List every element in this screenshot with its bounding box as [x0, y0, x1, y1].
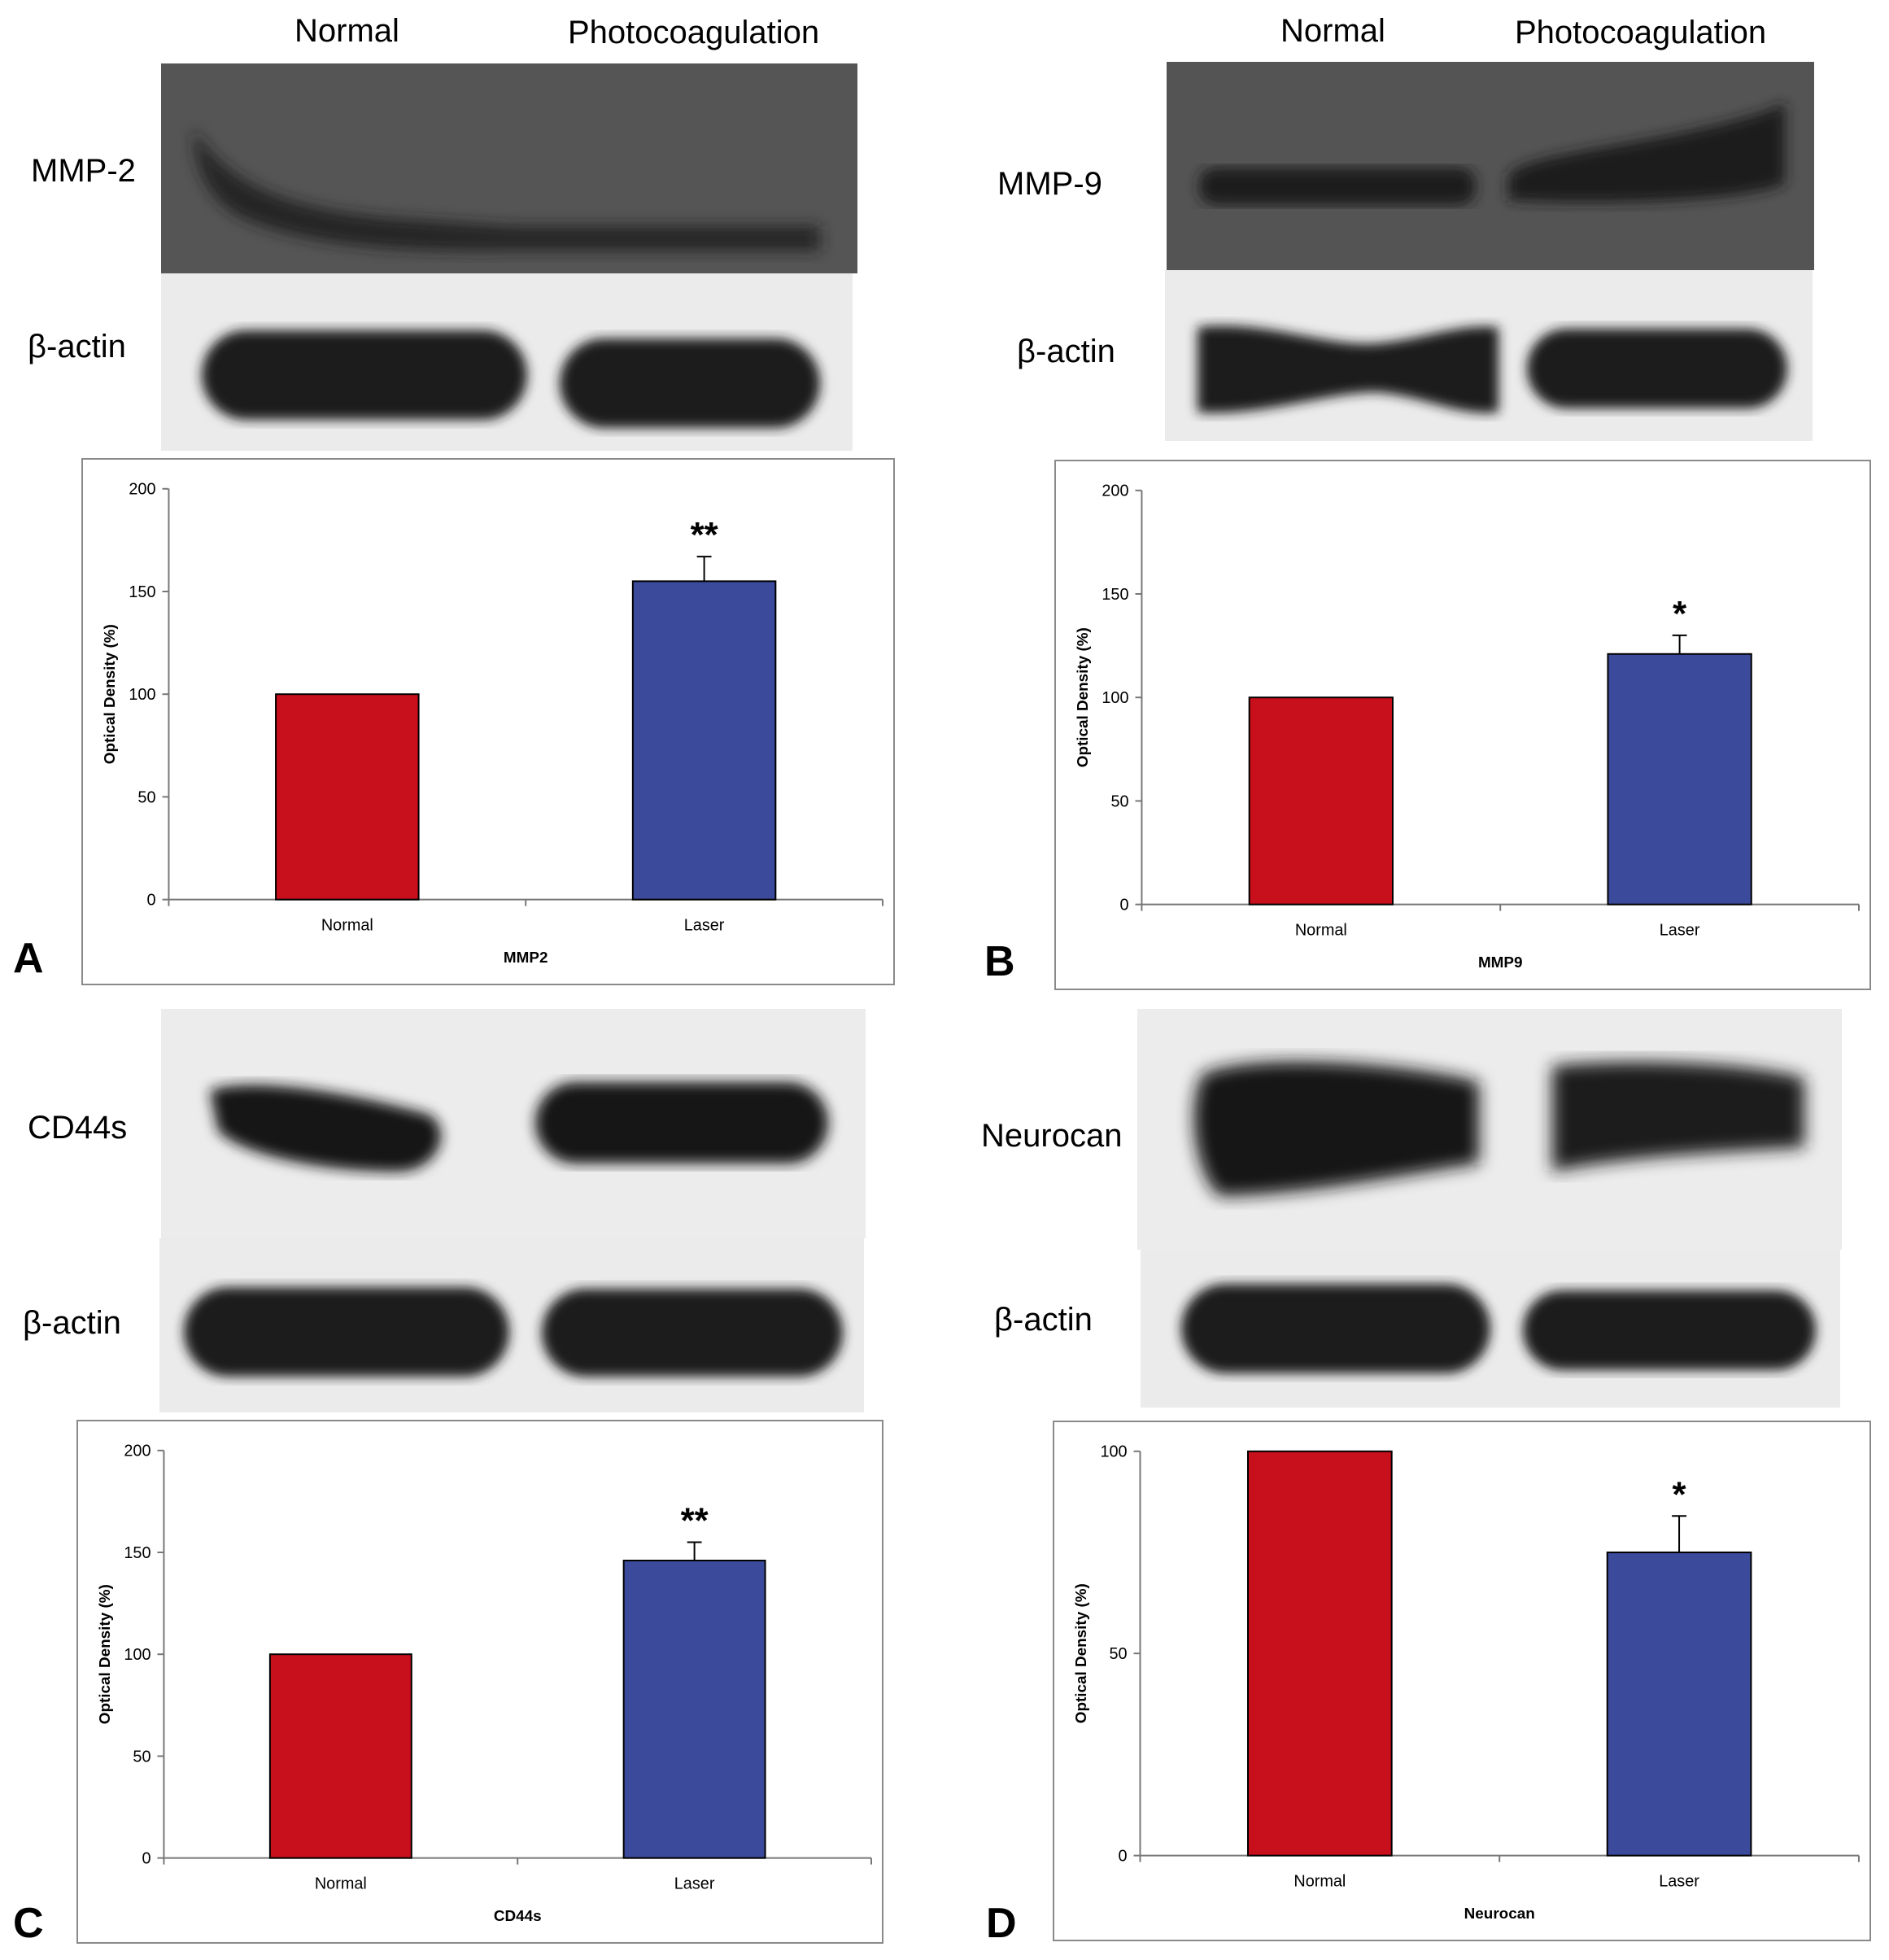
x-tick-label: Normal — [1294, 1872, 1346, 1890]
neurocan-chart: 0 50 100 Normal * Laser Neurocan Optical Densit… — [1053, 1421, 1871, 1941]
mmp2-actin-blot-image — [161, 273, 853, 451]
y-tick-label: 150 — [124, 1544, 151, 1562]
significance-marker: ** — [691, 515, 718, 555]
cd44s-actin-row-label: β-actin — [23, 1305, 121, 1341]
y-tick-label: 200 — [129, 481, 155, 499]
y-tick-label: 100 — [124, 1646, 151, 1664]
panel-letter-a: A — [13, 935, 44, 982]
mmp9-chart: 0 50 100 150 200 Normal * Laser MMP9 Optical Dens… — [1054, 460, 1871, 990]
y-tick-label: 50 — [1109, 1645, 1127, 1663]
y-tick-label: 50 — [1110, 792, 1128, 810]
y-tick-label: 200 — [124, 1443, 151, 1460]
y-tick-label: 150 — [1102, 586, 1128, 604]
x-axis-title: Neurocan — [1464, 1905, 1535, 1923]
y-tick-label: 0 — [1119, 1848, 1128, 1866]
x-tick-label: Laser — [674, 1875, 715, 1892]
y-tick-label: 50 — [137, 788, 155, 806]
mmp2-actin-row-label: β-actin — [28, 329, 126, 364]
x-tick-label: Laser — [1660, 921, 1700, 939]
y-tick-label: 100 — [1100, 1443, 1127, 1461]
y-tick-label: 200 — [1102, 482, 1128, 500]
bar-normal — [1248, 696, 1394, 906]
bar-laser — [622, 1560, 766, 1859]
x-tick-label: Normal — [315, 1875, 367, 1892]
y-tick-label: 0 — [142, 1850, 151, 1868]
x-tick-label: Laser — [1659, 1872, 1699, 1890]
bar-laser — [631, 580, 777, 901]
lane-header-photocoagulation: Photocoagulation — [1515, 15, 1767, 50]
y-axis-title: Optical Density (%) — [102, 624, 119, 764]
mmp9-actin-row-label: β-actin — [1017, 334, 1115, 369]
x-axis-title: CD44s — [494, 1908, 542, 1925]
mmp9-row-label: MMP-9 — [997, 166, 1102, 202]
significance-marker: * — [1673, 594, 1686, 634]
mmp2-chart-svg: 0 50 100 150 200 Normal ** Laser MMP2 Optical Den… — [102, 481, 883, 967]
lane-header-normal: Normal — [294, 13, 399, 49]
y-tick-label: 100 — [129, 686, 155, 704]
neurocan-actin-blot-image — [1141, 1250, 1840, 1408]
y-tick-label: 150 — [129, 583, 155, 601]
cd44s-chart-svg: 0 50 100 150 200 Normal ** Laser CD44s Optical De… — [97, 1443, 872, 1925]
x-tick-label: Normal — [321, 916, 373, 934]
x-axis-title: MMP2 — [504, 949, 548, 967]
lane-header-normal: Normal — [1280, 13, 1385, 49]
neurocan-actin-row-label: β-actin — [994, 1302, 1093, 1338]
neurocan-row-label: Neurocan — [981, 1118, 1123, 1154]
bar-normal — [1247, 1450, 1393, 1857]
mmp2-chart: 0 50 100 150 200 Normal ** Laser MMP2 Optical Den… — [81, 458, 895, 985]
panel-letter-c: C — [13, 1900, 44, 1947]
y-axis-title: Optical Density (%) — [97, 1584, 114, 1724]
significance-marker: * — [1673, 1474, 1686, 1514]
cd44s-chart: 0 50 100 150 200 Normal ** Laser CD44s Optical De… — [76, 1420, 883, 1944]
cd44s-blot-image — [161, 1009, 866, 1238]
y-tick-label: 0 — [146, 892, 155, 910]
cd44s-row-label: CD44s — [28, 1110, 128, 1146]
y-axis-title: Optical Density (%) — [1075, 627, 1092, 767]
bar-laser — [1607, 653, 1752, 906]
bar-normal — [275, 693, 420, 901]
y-tick-label: 100 — [1102, 689, 1128, 707]
mmp9-chart-svg: 0 50 100 150 200 Normal * Laser MMP9 Optical Dens… — [1075, 482, 1860, 971]
bar-laser — [1606, 1552, 1752, 1857]
neurocan-blot-image — [1137, 1009, 1842, 1250]
mmp9-blot-image — [1167, 62, 1814, 270]
x-tick-label: Laser — [684, 916, 725, 934]
mmp2-row-label: MMP-2 — [31, 153, 136, 189]
panel-letter-d: D — [986, 1900, 1017, 1947]
y-tick-label: 0 — [1119, 897, 1128, 915]
y-tick-label: 50 — [133, 1748, 151, 1766]
x-tick-label: Normal — [1295, 921, 1347, 939]
neurocan-chart-svg: 0 50 100 Normal * Laser Neurocan Optical Densit… — [1073, 1443, 1860, 1923]
bar-normal — [268, 1653, 412, 1859]
mmp2-blot-image — [161, 63, 857, 273]
y-axis-title: Optical Density (%) — [1073, 1583, 1090, 1723]
cd44s-actin-blot-image — [159, 1238, 864, 1412]
lane-header-photocoagulation: Photocoagulation — [568, 15, 820, 50]
significance-marker: ** — [681, 1501, 709, 1541]
panel-letter-b: B — [984, 938, 1015, 985]
x-axis-title: MMP9 — [1478, 954, 1523, 971]
mmp9-actin-blot-image — [1165, 270, 1813, 441]
